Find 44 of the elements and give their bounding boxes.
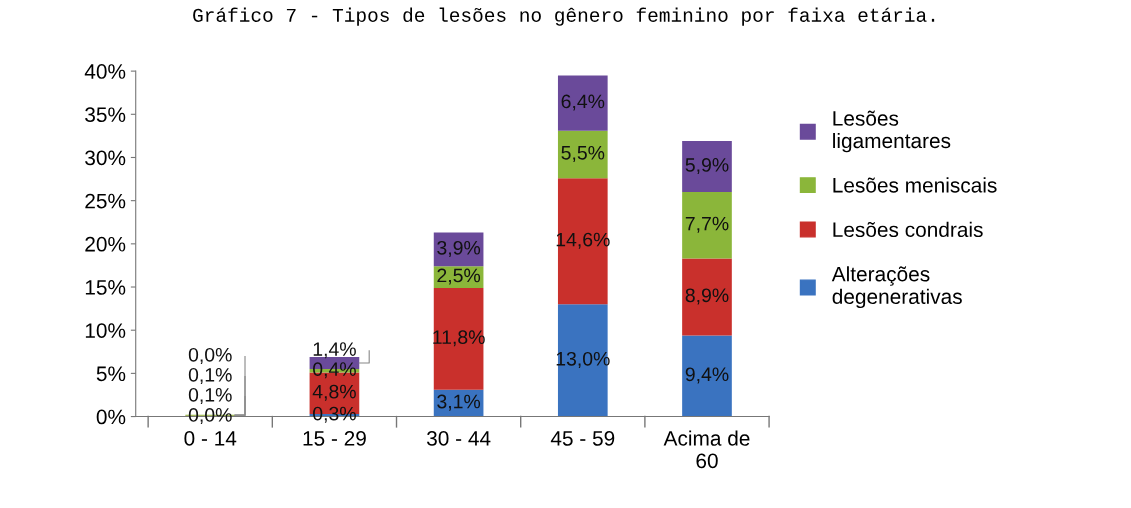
data-label: 2,5% bbox=[437, 268, 481, 285]
bar bbox=[682, 141, 732, 193]
data-label: 4,8% bbox=[312, 384, 356, 401]
data-label: 6,4% bbox=[561, 94, 605, 111]
data-label: 0,4% bbox=[313, 362, 356, 379]
data-label: 8,9% bbox=[685, 288, 729, 305]
x-tick-label: 15 - 29 bbox=[303, 431, 366, 446]
y-tick-label: 30% bbox=[85, 150, 126, 166]
data-label: 0,1% bbox=[188, 367, 232, 385]
x-tick-label: 30 - 44 bbox=[426, 431, 491, 446]
bar bbox=[433, 287, 484, 390]
bar bbox=[557, 178, 608, 305]
data-label: 0,1% bbox=[188, 387, 232, 405]
bar bbox=[682, 258, 732, 336]
data-label: 1,4% bbox=[313, 342, 356, 359]
x-tick-label: Acima de 60 bbox=[663, 430, 750, 469]
data-label: 9,4% bbox=[685, 367, 729, 384]
bar bbox=[557, 75, 608, 131]
data-label: 3,1% bbox=[437, 394, 481, 411]
y-tick-label: 25% bbox=[85, 193, 126, 209]
y-tick-label: 15% bbox=[85, 280, 126, 295]
bar bbox=[682, 192, 732, 259]
y-tick-label: 20% bbox=[85, 236, 126, 252]
data-label: 3,9% bbox=[437, 240, 481, 257]
y-tick-label: 5% bbox=[96, 366, 126, 382]
y-tick-label: 35% bbox=[85, 107, 126, 123]
bar bbox=[682, 335, 732, 417]
bar bbox=[557, 130, 608, 179]
y-tick-label: 10% bbox=[85, 323, 126, 338]
data-label: 0,3% bbox=[313, 406, 356, 423]
legend-label: Lesões meniscais bbox=[833, 177, 997, 193]
x-tick-label: 45 - 59 bbox=[550, 431, 615, 446]
data-label: 5,9% bbox=[685, 158, 729, 175]
data-label: 0,0% bbox=[188, 347, 232, 364]
bar bbox=[557, 304, 608, 417]
y-tick-label: 40% bbox=[84, 64, 126, 79]
y-tick-label: 0% bbox=[96, 409, 126, 425]
legend-label: Lesões ligamentares bbox=[833, 110, 951, 153]
legend-label: Alterações degenerativas bbox=[831, 266, 962, 309]
legend-label: Lesões condrais bbox=[833, 221, 983, 238]
data-label: 5,5% bbox=[561, 145, 605, 162]
chart-title: Gráfico 7 - Tipos de lesões no gênero feminino por faixa etária. bbox=[193, 7, 935, 26]
data-label: 7,7% bbox=[685, 216, 729, 233]
x-tick-label: 0 - 14 bbox=[184, 431, 237, 446]
